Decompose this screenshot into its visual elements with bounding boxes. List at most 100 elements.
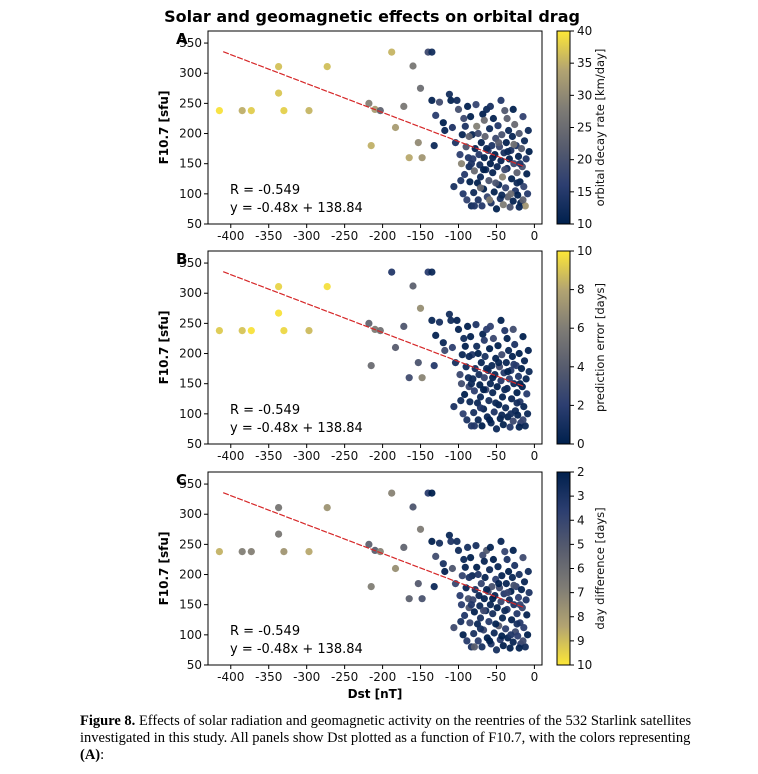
data-point [409,62,417,70]
data-point [514,593,523,602]
data-point [465,132,473,141]
data-point [476,602,484,610]
data-point [480,595,488,603]
data-point [520,403,528,411]
data-point [391,123,400,132]
data-point [457,380,466,388]
data-point [474,129,482,138]
x-tick-label: -300 [293,229,320,243]
data-point [486,125,494,133]
x-tick-label: -150 [407,670,434,684]
x-tick-label: -300 [293,670,320,684]
data-point [416,304,425,312]
y-tick-label: 100 [179,628,202,642]
colorbar-tick-label: 10 [577,244,592,258]
data-point [473,342,481,350]
data-point [523,390,531,398]
data-point [460,334,468,343]
x-tick-label: -50 [487,229,507,243]
data-point [481,132,489,141]
x-tick-label: -350 [255,670,282,684]
data-point [509,638,517,646]
y-tick-label: 350 [179,256,202,270]
data-point [480,557,488,565]
data-point [506,644,514,652]
data-point [458,351,466,359]
data-point [460,114,468,123]
data-point [428,537,436,546]
data-point [508,175,516,183]
colorbar-tick-label: 4 [577,513,585,527]
data-point [476,184,485,192]
data-point [498,572,506,580]
data-point [519,416,527,424]
scatter-points [215,48,533,213]
data-point [498,173,507,181]
figure-title: Solar and geomagnetic effects on orbital… [164,7,580,26]
data-point [480,154,488,162]
data-point [501,386,509,394]
y-tick-label: 50 [187,437,202,451]
data-point [489,334,497,343]
x-tick-label: -200 [369,449,396,463]
y-tick-label: 150 [179,377,202,391]
data-point [501,107,509,115]
scatter-points [215,489,533,654]
data-point [466,619,474,627]
data-point [409,503,417,511]
data-point [473,122,481,130]
data-point [480,116,488,124]
data-point [475,371,483,379]
data-point [461,563,469,571]
data-point [486,601,494,609]
panel-letter: B [176,250,187,268]
data-point [483,365,491,373]
x-tick-label: -300 [293,449,320,463]
data-point [498,411,506,419]
data-point [489,555,497,564]
data-point [450,403,458,411]
data-point [428,316,436,324]
data-point [504,148,512,156]
colorbar-tick-label: 15 [577,185,592,199]
data-point [492,205,501,213]
data-point [489,610,497,618]
stat-r: R = -0.549 [230,183,300,198]
data-point [305,548,313,556]
data-point [499,642,507,650]
data-point [495,359,503,367]
data-point [461,342,469,350]
data-point [400,322,408,330]
data-point [511,340,519,349]
data-point [470,630,478,638]
data-point [492,399,500,407]
x-tick-label: -400 [217,229,244,243]
x-tick-label: -350 [255,229,282,243]
data-point [238,548,246,556]
data-point [486,380,494,388]
data-point [490,408,498,416]
data-point [435,98,444,106]
data-point [521,643,529,651]
data-point [509,105,517,113]
data-point [513,179,521,187]
data-point [414,139,422,147]
data-point [441,126,449,135]
y-tick-label: 300 [179,286,202,300]
data-point [275,530,283,538]
x-tick-label: 0 [531,229,539,243]
data-point [520,137,529,145]
data-point [467,333,475,341]
colorbar-tick-label: 20 [577,153,592,167]
data-point [497,316,505,324]
data-point [505,346,513,355]
fit-line [222,51,524,167]
data-point [509,325,517,333]
data-point [238,327,246,335]
data-point [474,349,482,358]
data-point [430,583,438,591]
data-point [498,393,507,401]
data-point [498,351,506,359]
colorbar-tick-label: 3 [577,489,585,503]
data-point [506,203,514,211]
